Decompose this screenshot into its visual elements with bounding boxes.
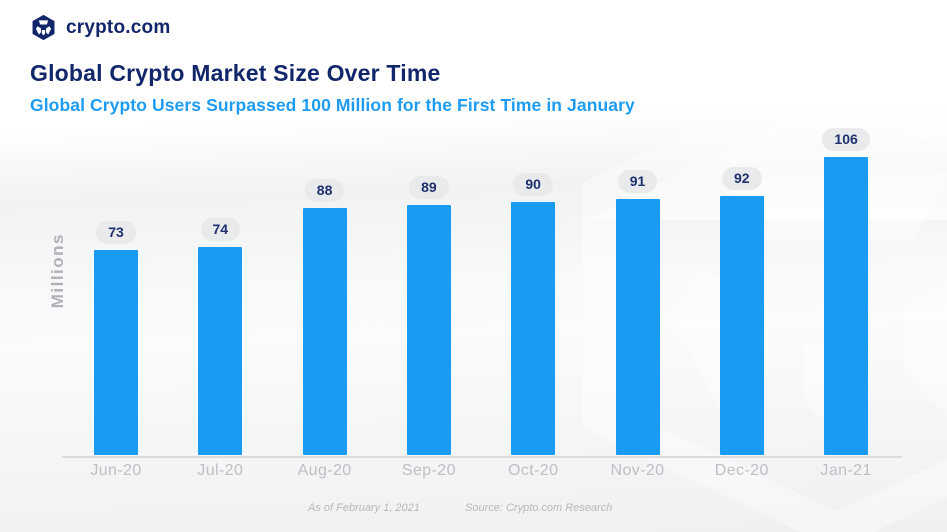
x-axis-label: Jun-20 [90, 462, 142, 479]
bar-group: 88 [295, 179, 355, 455]
bar [94, 250, 138, 455]
header: crypto.com [30, 14, 170, 41]
bar [406, 205, 451, 455]
bar-group: 90 [503, 173, 563, 455]
bar-group: 91 [608, 170, 668, 455]
crypto-logo-icon [32, 14, 55, 41]
value-badge: 88 [304, 179, 345, 202]
brand-logo: crypto.com [30, 14, 170, 41]
bar [719, 196, 764, 455]
bar [198, 247, 243, 455]
bar [615, 199, 660, 455]
x-axis-label: Oct-20 [507, 462, 559, 479]
x-axis-label: Nov-20 [610, 462, 665, 479]
plot-area: 73 74 88 89 90 91 92 106 [0, 128, 947, 456]
x-axis-label: Dec-20 [714, 462, 769, 479]
x-axis-label: Jan-21 [820, 462, 872, 479]
value-badge: 90 [513, 173, 553, 196]
page-subtitle: Global Crypto Users Surpassed 100 Millio… [30, 95, 635, 115]
footer-as-of: As of February 1, 2021 [308, 502, 420, 514]
value-badge: 73 [96, 221, 136, 244]
value-badge: 92 [722, 167, 762, 190]
bar [824, 157, 869, 455]
page-title: Global Crypto Market Size Over Time [30, 60, 441, 86]
x-axis-line [62, 456, 902, 458]
brand-name: crypto.com [66, 16, 171, 38]
x-axis-label: Aug-20 [297, 462, 352, 479]
bar-group: 74 [190, 218, 250, 455]
bar-group: 73 [86, 221, 146, 455]
bar-group: 106 [816, 128, 876, 455]
value-badge: 89 [409, 176, 449, 199]
bar-group: 89 [399, 176, 459, 455]
value-badge: 106 [822, 128, 870, 151]
value-badge: 74 [200, 218, 241, 241]
bar [302, 208, 347, 455]
x-axis-labels: Jun-20 Jul-20 Aug-20 Sep-20 Oct-20 Nov-20 Dec-… [0, 462, 947, 484]
value-badge: 91 [617, 170, 658, 193]
x-axis-label: Jul-20 [197, 462, 244, 479]
bar-group: 92 [712, 167, 772, 455]
bar [511, 202, 556, 455]
x-axis-label: Sep-20 [401, 462, 456, 479]
footer-source: Source: Crypto.com Research [465, 502, 613, 514]
